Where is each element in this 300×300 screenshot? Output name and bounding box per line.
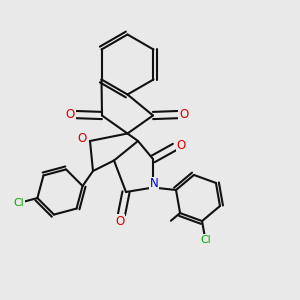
Text: O: O bbox=[116, 214, 124, 228]
Text: O: O bbox=[78, 131, 87, 145]
Text: N: N bbox=[149, 177, 158, 190]
Text: O: O bbox=[177, 139, 186, 152]
Text: Cl: Cl bbox=[13, 198, 24, 208]
Text: O: O bbox=[66, 108, 75, 121]
Text: Cl: Cl bbox=[200, 235, 211, 245]
Text: O: O bbox=[179, 108, 188, 121]
